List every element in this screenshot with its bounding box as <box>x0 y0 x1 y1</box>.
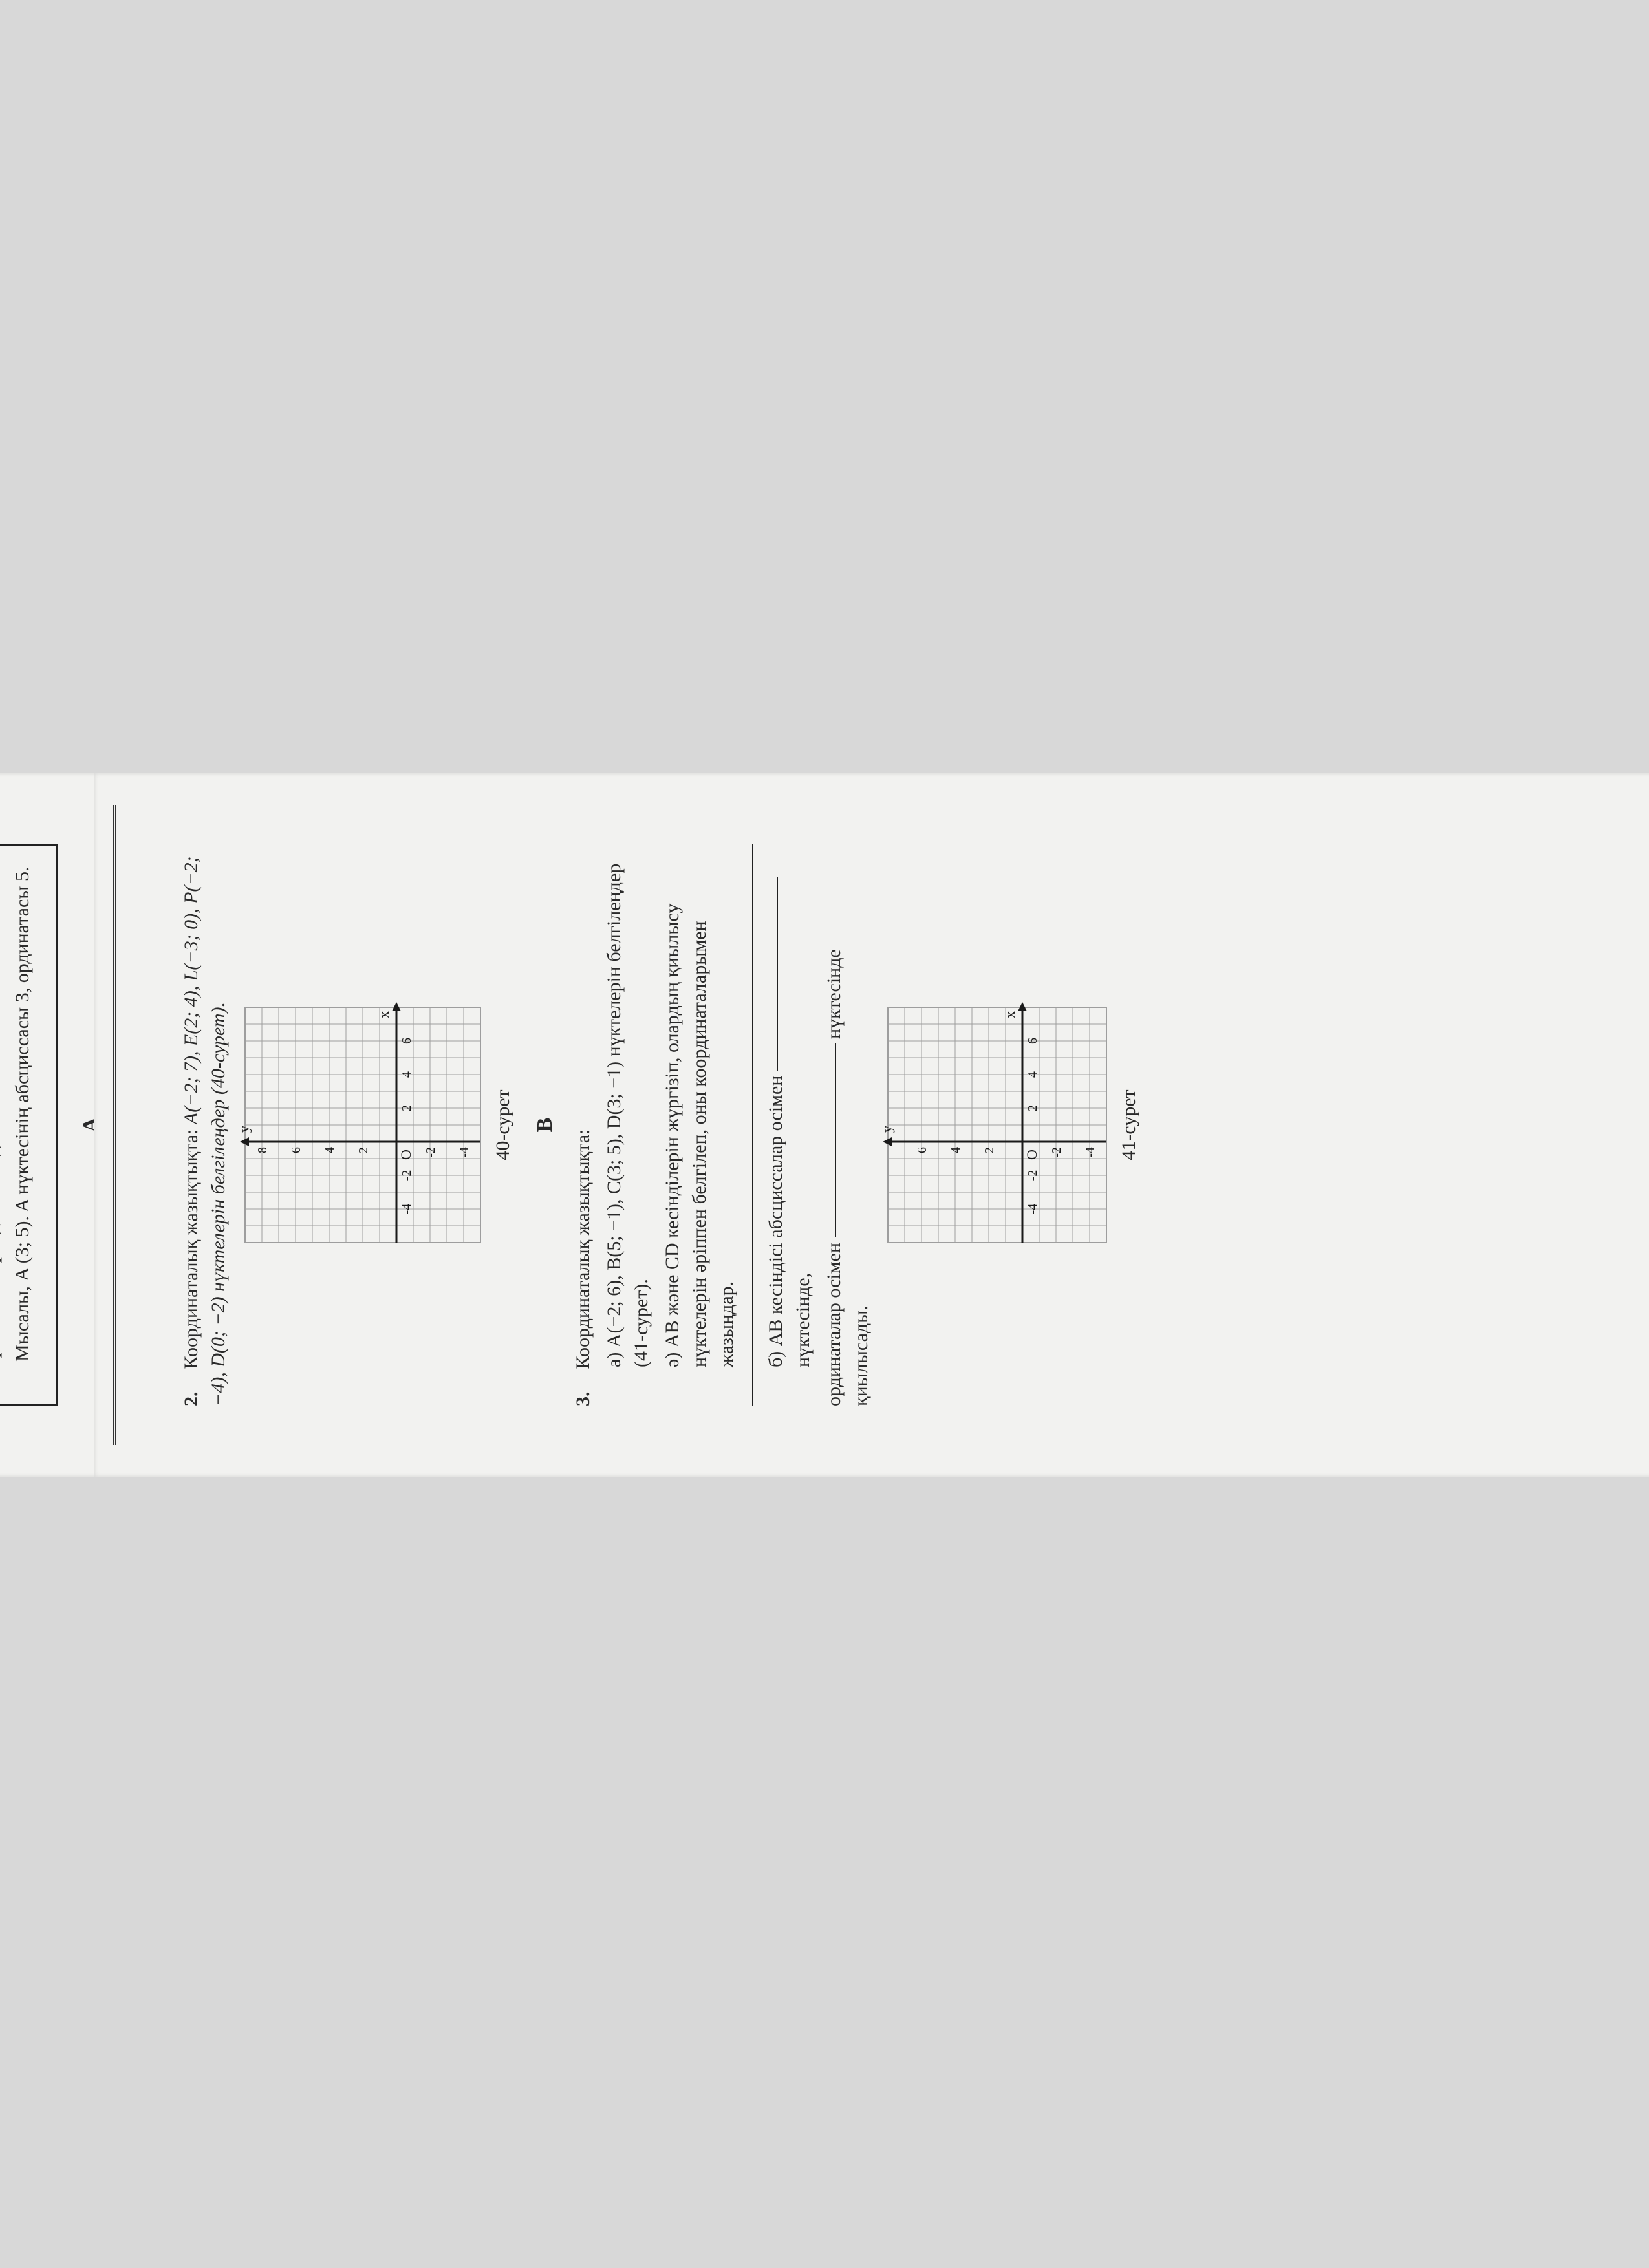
task-3-num: 3. <box>570 1374 597 1406</box>
svg-text:6: 6 <box>400 1038 414 1044</box>
page-27: 2. Координаталық жазықтықта: A(−2; 7), E… <box>94 773 1649 1477</box>
chart-41: -4 -2 2 4 6 -4 -2 2 4 6 Ox y <box>881 1001 1113 1249</box>
svg-text:4: 4 <box>1026 1071 1040 1078</box>
task-3-text: Координаталық жазықтықта: <box>572 1129 594 1369</box>
svg-text:4: 4 <box>323 1147 337 1153</box>
svg-text:2: 2 <box>356 1147 371 1153</box>
svg-text:O: O <box>398 1150 414 1160</box>
svg-text:-2: -2 <box>400 1170 414 1181</box>
svg-text:6: 6 <box>915 1147 929 1153</box>
task-3: 3. Координаталық жазықтықта: <box>570 844 597 1406</box>
page-27-content: 2. Координаталық жазықтықта: A(−2; 7), E… <box>135 773 1180 1477</box>
definition-box: Санақ басы — O нүктесінде қиылысатын өза… <box>0 844 58 1406</box>
svg-text:2: 2 <box>1026 1105 1040 1111</box>
task-3-a: а) A(−2; 6), B(5; −1), C(3; 5), D(3; −1)… <box>601 844 655 1367</box>
task-2-num: 2. <box>178 1374 205 1406</box>
top-rule <box>113 805 116 1445</box>
svg-text:x: x <box>1002 1011 1018 1018</box>
task-3-b2: ординаталар осімен нүктесінде қиылысады. <box>821 844 875 1406</box>
task-3-e: ә) AB және CD кесінділерін жүргізіп, ола… <box>659 844 740 1367</box>
svg-text:2: 2 <box>400 1105 414 1111</box>
chart-40: -4 -2 2 4 6 -4 -2 2 4 6 8 Ox y <box>239 1001 487 1249</box>
def-2: Берілген нүктенің абсциссасы мен ординат… <box>0 865 5 1385</box>
svg-text:x: x <box>376 1011 392 1018</box>
svg-text:O: O <box>1024 1150 1040 1160</box>
figure-40: -4 -2 2 4 6 -4 -2 2 4 6 8 Ox y <box>239 844 487 1406</box>
blank-2 <box>835 1043 836 1237</box>
fig-41-caption: 41-сурет <box>1116 844 1143 1406</box>
figure-41: -4 -2 2 4 6 -4 -2 2 4 6 Ox y <box>881 844 1113 1406</box>
svg-text:-2: -2 <box>1026 1170 1040 1181</box>
task-2: 2. Координаталық жазықтықта: A(−2; 7), E… <box>178 844 232 1406</box>
svg-text:4: 4 <box>949 1147 963 1153</box>
fig-40-caption: 40-сурет <box>490 844 517 1406</box>
svg-text:4: 4 <box>400 1071 414 1078</box>
svg-text:6: 6 <box>289 1147 303 1153</box>
svg-text:y: y <box>881 1126 895 1133</box>
task-2-text-a: Координаталық жазықтықта: <box>180 1124 202 1369</box>
svg-text:-4: -4 <box>1083 1147 1097 1158</box>
svg-text:-2: -2 <box>424 1147 438 1158</box>
divider <box>752 844 753 1406</box>
svg-text:2: 2 <box>982 1147 997 1153</box>
svg-text:8: 8 <box>255 1147 270 1153</box>
svg-text:-4: -4 <box>400 1204 414 1215</box>
svg-text:6: 6 <box>1026 1038 1040 1044</box>
def-3: Мысалы, A (3; 5). A нүктесінің абсциссас… <box>9 865 36 1362</box>
blank-1 <box>777 877 778 1071</box>
task-3-b: б) AB кесіндісі абсциссалар осімен нүкте… <box>762 844 817 1367</box>
svg-text:-2: -2 <box>1050 1147 1064 1158</box>
svg-text:-4: -4 <box>457 1147 471 1158</box>
svg-text:-4: -4 <box>1026 1204 1040 1215</box>
svg-text:y: y <box>239 1126 252 1133</box>
level-b: В <box>530 844 561 1406</box>
